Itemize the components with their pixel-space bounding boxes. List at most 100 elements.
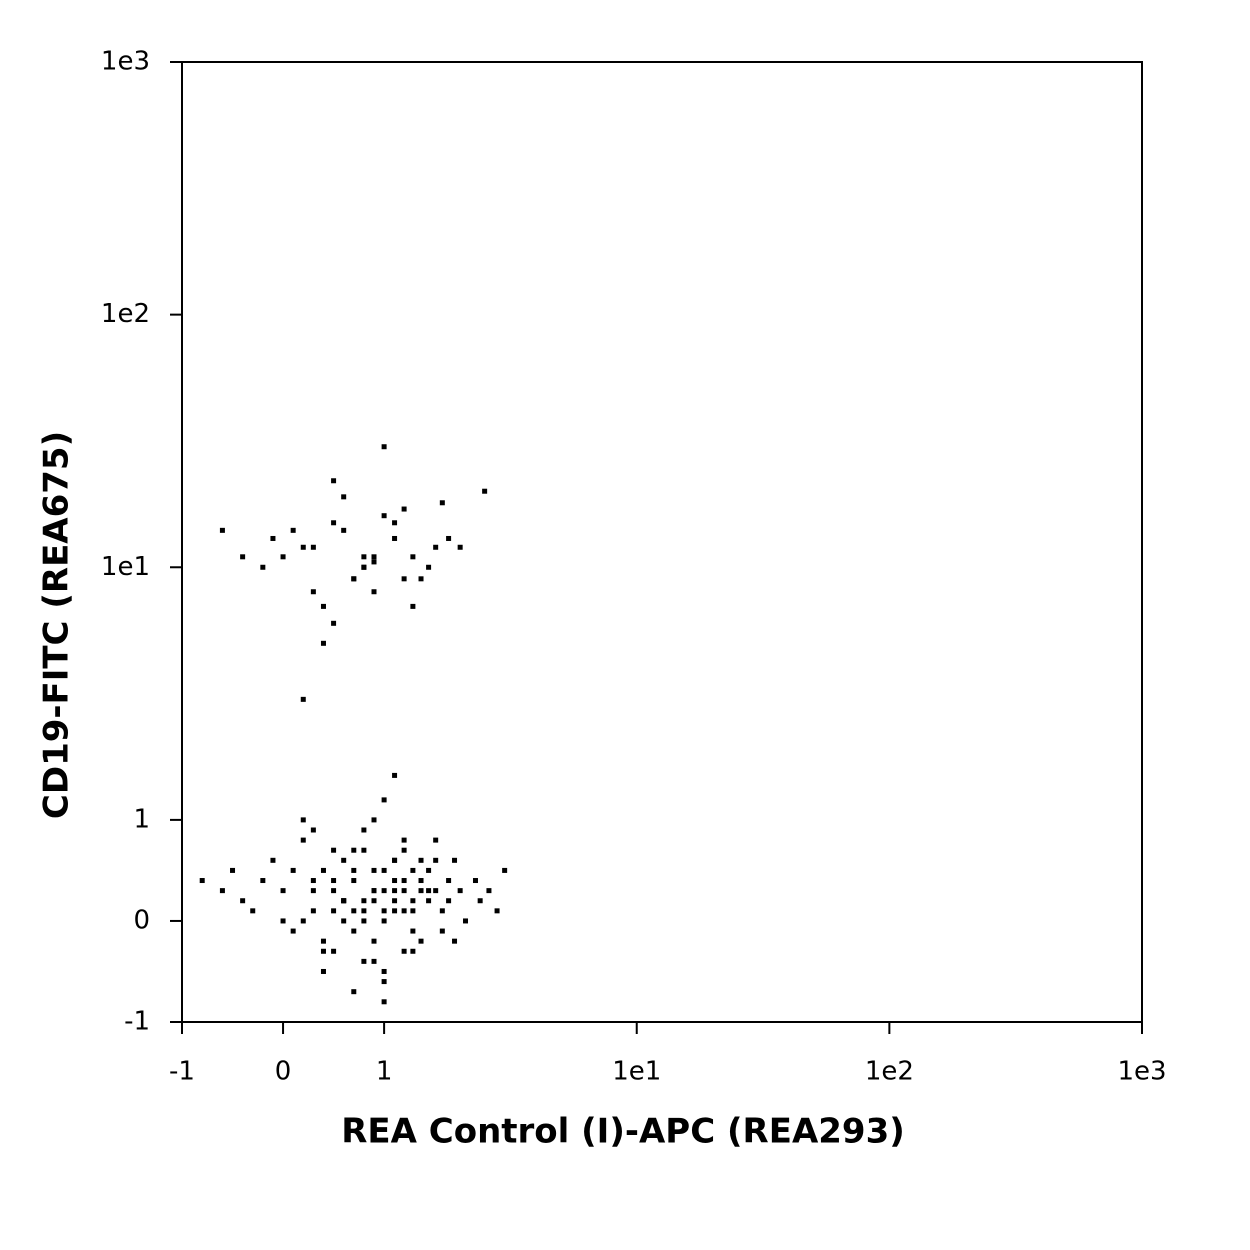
point	[320, 640, 326, 646]
x-axis-title: REA Control (I)-APC (REA293)	[341, 1112, 905, 1152]
point	[392, 898, 398, 904]
point	[392, 520, 398, 526]
point	[418, 938, 424, 944]
point	[260, 564, 266, 570]
point	[320, 968, 326, 974]
point	[361, 847, 367, 853]
point	[477, 898, 483, 904]
point	[351, 847, 357, 853]
point	[446, 898, 452, 904]
point	[219, 527, 225, 533]
point	[310, 878, 316, 884]
point	[331, 948, 337, 954]
point	[310, 908, 316, 914]
point	[426, 888, 432, 894]
point	[310, 544, 316, 550]
point	[331, 847, 337, 853]
point	[371, 817, 377, 823]
point	[433, 888, 439, 894]
point	[260, 878, 266, 884]
point	[392, 535, 398, 541]
point	[351, 908, 357, 914]
point	[361, 564, 367, 570]
y-tick-label: 1e2	[101, 299, 150, 329]
y-axis-title: CD19-FITC (REA675)	[37, 431, 77, 819]
point	[320, 603, 326, 609]
point	[320, 867, 326, 873]
x-tick-label: 1e3	[1117, 1057, 1166, 1087]
point	[351, 576, 357, 582]
point	[361, 827, 367, 833]
point	[381, 968, 387, 974]
point	[280, 554, 286, 560]
point	[486, 888, 492, 894]
point	[446, 535, 452, 541]
point	[300, 544, 306, 550]
point	[310, 589, 316, 595]
point	[361, 918, 367, 924]
point	[280, 918, 286, 924]
point	[351, 867, 357, 873]
point	[401, 847, 407, 853]
point	[351, 928, 357, 934]
point	[401, 878, 407, 884]
point	[426, 564, 432, 570]
point	[310, 827, 316, 833]
x-tick-label: 1e1	[612, 1057, 661, 1087]
point	[381, 999, 387, 1005]
point	[392, 772, 398, 778]
point	[381, 918, 387, 924]
plot-frame	[181, 61, 1143, 1023]
point	[452, 857, 458, 863]
point	[410, 603, 416, 609]
point	[290, 527, 296, 533]
point	[410, 948, 416, 954]
point	[371, 898, 377, 904]
point	[199, 878, 205, 884]
point	[250, 908, 256, 914]
point	[381, 797, 387, 803]
point	[494, 908, 500, 914]
point	[320, 948, 326, 954]
point	[457, 544, 463, 550]
point	[381, 867, 387, 873]
point	[401, 576, 407, 582]
point	[341, 494, 347, 500]
y-tick-label: 0	[133, 905, 150, 935]
x-tick-label: 0	[275, 1057, 292, 1087]
point	[341, 857, 347, 863]
point	[433, 857, 439, 863]
x-tick-label: -1	[169, 1057, 195, 1087]
point	[392, 857, 398, 863]
point	[439, 500, 445, 506]
point	[331, 878, 337, 884]
point	[290, 928, 296, 934]
point	[418, 857, 424, 863]
point	[280, 888, 286, 894]
point	[401, 948, 407, 954]
point	[341, 898, 347, 904]
point	[361, 908, 367, 914]
point	[351, 989, 357, 995]
point	[361, 958, 367, 964]
point	[270, 535, 276, 541]
point	[371, 888, 377, 894]
point	[371, 938, 377, 944]
point	[320, 938, 326, 944]
point	[331, 478, 337, 484]
point	[472, 878, 478, 884]
point	[433, 544, 439, 550]
point	[290, 867, 296, 873]
point	[439, 908, 445, 914]
point	[410, 867, 416, 873]
point	[392, 908, 398, 914]
point	[300, 817, 306, 823]
point	[410, 908, 416, 914]
point	[300, 696, 306, 702]
point	[381, 908, 387, 914]
point	[482, 488, 488, 494]
point	[502, 867, 508, 873]
point	[446, 878, 452, 884]
point	[270, 857, 276, 863]
